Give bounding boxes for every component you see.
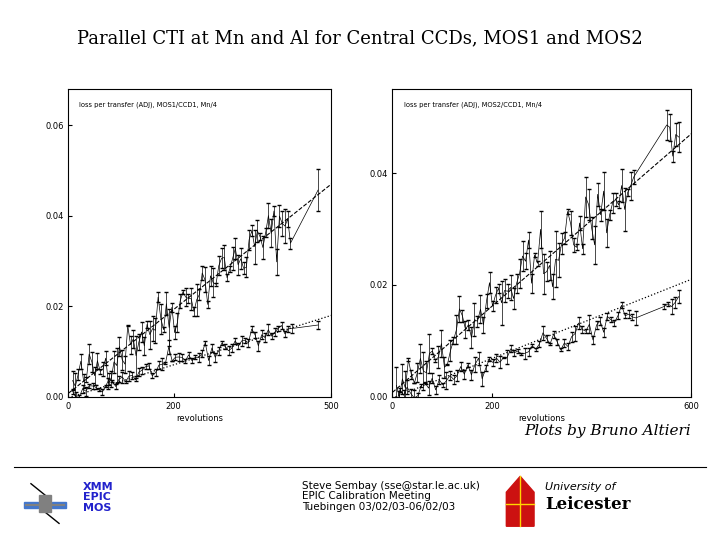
Polygon shape	[506, 476, 534, 526]
Text: loss per transfer (ADJ), MOS2/CCD1, Mn/4: loss per transfer (ADJ), MOS2/CCD1, Mn/4	[405, 102, 542, 108]
Text: EPIC Calibration Meeting: EPIC Calibration Meeting	[302, 491, 431, 502]
X-axis label: revolutions: revolutions	[518, 414, 565, 422]
Text: Steve Sembay (sse@star.le.ac.uk): Steve Sembay (sse@star.le.ac.uk)	[302, 481, 480, 491]
Text: Leicester: Leicester	[545, 496, 631, 512]
Text: XMM: XMM	[83, 482, 114, 492]
Text: Tuebingen 03/02/03-06/02/03: Tuebingen 03/02/03-06/02/03	[302, 502, 456, 512]
Text: Parallel CTI at Mn and Al for Central CCDs, MOS1 and MOS2: Parallel CTI at Mn and Al for Central CC…	[77, 30, 643, 48]
Text: EPIC: EPIC	[83, 492, 111, 503]
Text: Plots by Bruno Altieri: Plots by Bruno Altieri	[525, 424, 691, 438]
Text: University of: University of	[545, 482, 616, 492]
Bar	[40, 495, 50, 512]
Text: loss per transfer (ADJ), MOS1/CCD1, Mn/4: loss per transfer (ADJ), MOS1/CCD1, Mn/4	[79, 102, 217, 108]
Bar	[24, 502, 38, 508]
X-axis label: revolutions: revolutions	[176, 414, 223, 422]
Text: MOS: MOS	[83, 503, 111, 514]
Bar	[52, 502, 66, 508]
